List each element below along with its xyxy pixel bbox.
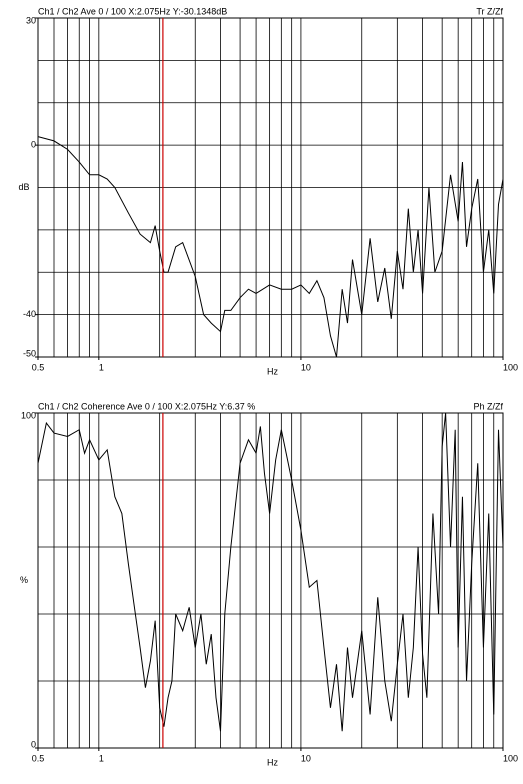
y-axis-label: %: [20, 575, 28, 585]
x-tick-label: 10: [301, 362, 311, 372]
y-tick-label: -50: [23, 348, 36, 358]
chart-title: Ch1 / Ch2 Coherence Ave 0 / 100 X:2.075H…: [38, 401, 255, 411]
y-tick-label: 30: [26, 15, 36, 25]
y-tick-label: 0: [31, 739, 36, 749]
y-axis-label: dB: [18, 182, 29, 192]
y-tick-label: 100: [21, 410, 36, 420]
plot-frame: [37, 17, 504, 358]
chart-title: Ch1 / Ch2 Ave 0 / 100 X:2.075Hz Y:-30.13…: [38, 6, 227, 16]
x-axis-label: Hz: [267, 757, 278, 767]
y-tick-label: -40: [23, 309, 36, 319]
y-tick-label: 0: [31, 140, 36, 150]
x-tick-label: 1: [99, 362, 104, 372]
x-tick-label: 1: [99, 753, 104, 763]
x-tick-label: 100: [503, 362, 518, 372]
plot-frame: [37, 412, 504, 749]
x-axis-label: Hz: [267, 366, 278, 376]
x-tick-label: 10: [301, 753, 311, 763]
mode-label: Tr Z/Zf: [476, 6, 503, 16]
x-tick-label: 100: [503, 753, 518, 763]
mode-label: Ph Z/Zf: [473, 401, 503, 411]
data-line: [37, 136, 504, 358]
data-line: [37, 412, 504, 732]
x-tick-label: 0.5: [32, 362, 45, 372]
x-tick-label: 0.5: [32, 753, 45, 763]
